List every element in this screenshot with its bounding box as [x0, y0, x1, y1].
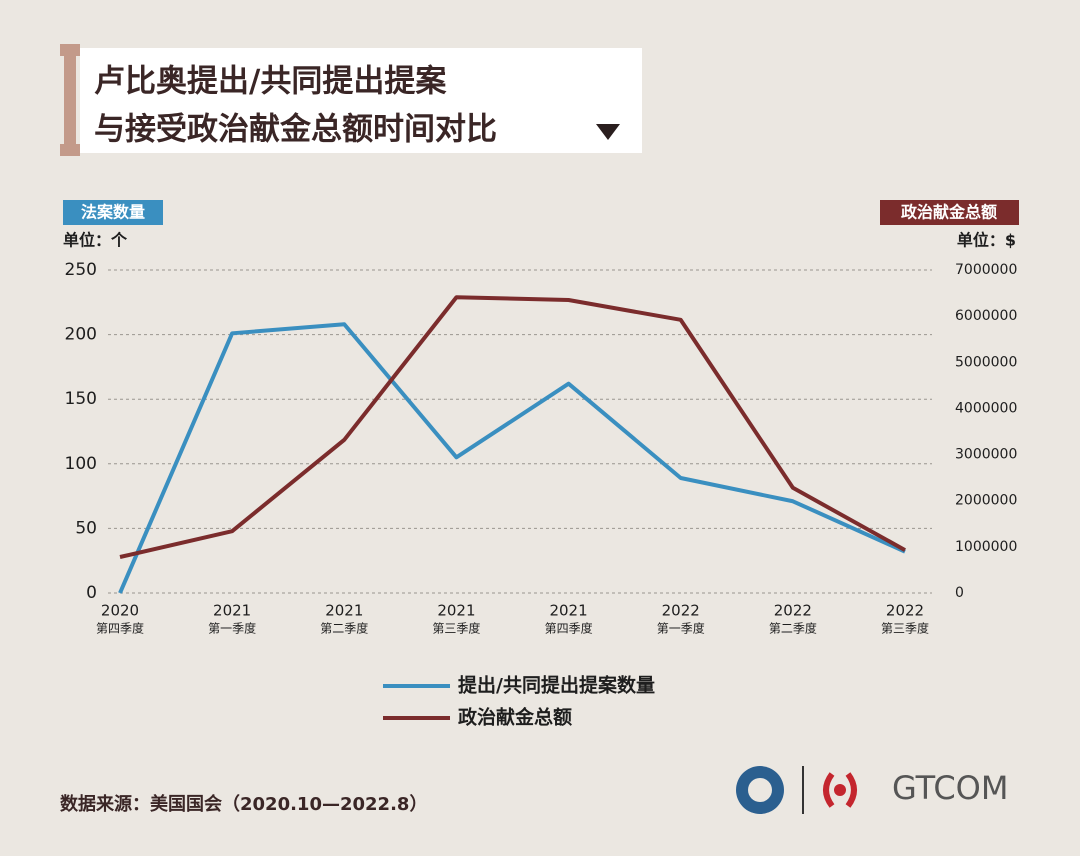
x-tick-label: 2021 [213, 602, 251, 620]
x-tick-label: 第二季度 [320, 621, 368, 636]
y-tick-label: 150 [65, 389, 97, 409]
y2-tick-label: 1000000 [955, 539, 1017, 555]
pillar [64, 56, 76, 144]
pillar-base [60, 144, 80, 156]
chart-title: 卢比奥提出/共同提出提案 [94, 64, 447, 100]
y2-tick-label: 2000000 [955, 493, 1017, 509]
y-unit: 单位：个 [63, 231, 128, 250]
source: 数据来源：美国国会（2020.10—2022.8） [60, 793, 427, 815]
y-axis-label: 法案数量 [81, 203, 145, 222]
x-tick-label: 第四季度 [96, 621, 144, 636]
y2-tick-label: 5000000 [955, 354, 1017, 370]
x-tick-label: 2022 [774, 602, 812, 620]
y2-tick-label: 6000000 [955, 308, 1017, 324]
x-tick-label: 第三季度 [881, 621, 929, 636]
data-line [119, 295, 906, 559]
x-tick-label: 第二季度 [769, 621, 817, 636]
data-line [118, 322, 906, 594]
logo-mark [823, 772, 857, 808]
logo-icon-inner [748, 778, 772, 802]
y-label-box [63, 200, 163, 225]
y-tick-label: 0 [86, 583, 97, 603]
legend-label: 提出/共同提出提案数量 [458, 674, 655, 697]
y2-unit: 单位：$ [957, 231, 1016, 250]
x-tick-label: 第一季度 [208, 621, 256, 636]
x-tick-label: 第三季度 [432, 621, 480, 636]
x-tick-label: 2022 [886, 602, 924, 620]
legend-label: 政治献金总额 [458, 706, 572, 729]
x-tick-label: 2020 [101, 602, 139, 620]
y2-tick-label: 4000000 [955, 400, 1017, 416]
x-tick-label: 2021 [437, 602, 475, 620]
y2-label-box [880, 200, 1019, 225]
brand: GTCOM [892, 769, 1008, 807]
title-box [80, 48, 642, 153]
x-tick-label: 2021 [549, 602, 587, 620]
x-tick-label: 2021 [325, 602, 363, 620]
y2-tick-label: 0 [955, 585, 964, 601]
x-tick-label: 第四季度 [545, 621, 593, 636]
y-tick-label: 100 [65, 454, 97, 474]
pillar-top [60, 44, 80, 56]
x-tick-label: 2022 [662, 602, 700, 620]
y2-axis-label: 政治献金总额 [901, 203, 997, 222]
y2-tick-label: 7000000 [955, 262, 1017, 278]
y2-tick-label: 3000000 [955, 447, 1017, 463]
logo-mark-dot [834, 784, 846, 796]
chart-title: 与接受政治献金总额时间对比 [94, 112, 497, 148]
title-arrow [596, 124, 620, 140]
x-tick-label: 第一季度 [657, 621, 705, 636]
y-tick-label: 250 [65, 260, 97, 280]
y-tick-label: 50 [75, 518, 97, 538]
y-tick-label: 200 [65, 325, 97, 345]
